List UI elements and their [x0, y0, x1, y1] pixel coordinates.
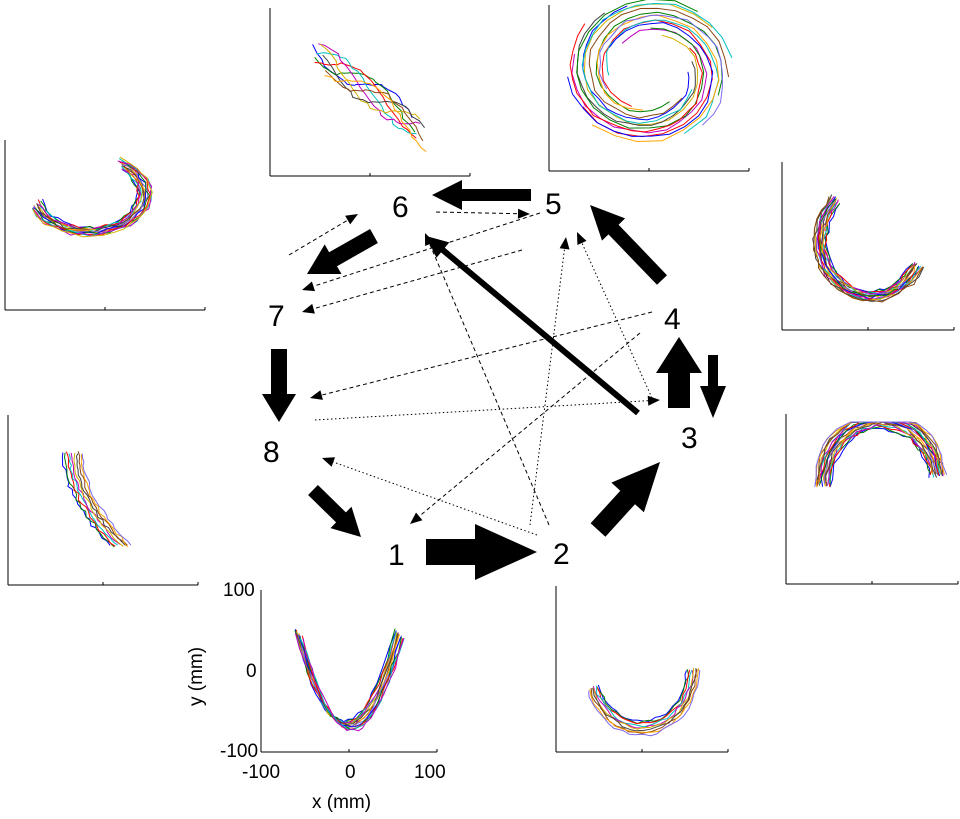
arrow-2-to-8-20 [322, 457, 538, 536]
state-4-label: 4 [664, 303, 681, 336]
arrow-3-to-4-2 [656, 337, 702, 408]
state-3-label: 3 [681, 422, 698, 455]
inset-state-8-left [7, 415, 199, 586]
inset-state-5-top-right [548, 0, 750, 172]
inset-state-5-top-right-trajectory [591, 14, 720, 143]
inset-state-2-bottom-right [555, 586, 729, 753]
x-axis-title: x (mm) [312, 792, 371, 813]
arrow-4-to-5-4 [590, 205, 667, 285]
inset-state-5-top-right-trajectory [598, 14, 724, 126]
inset-state-5-top-right-trajectory [569, 23, 703, 133]
inset-state-5-top-right-trajectory [595, 11, 723, 113]
inset-state-5-top-right-trajectory [576, 0, 705, 129]
inset-state-2-bottom-right-trajectory [588, 669, 701, 737]
inset-state-7-left-trajectory [32, 162, 152, 236]
arrow-5-to-6-5 [432, 180, 531, 210]
inset-state-3-right-trajectory [827, 423, 934, 486]
inset-state-7-left-trajectory [37, 163, 146, 234]
x-tick-100: 100 [414, 762, 446, 783]
state-6-label: 6 [392, 191, 409, 224]
state-1-label: 1 [388, 539, 405, 572]
inset-state-4-right-trajectory [825, 202, 914, 294]
arrow-6-to-7-6 [307, 229, 378, 274]
inset-state-4-right [781, 162, 955, 331]
inset-state-6-top-left-trajectory [324, 70, 424, 142]
arrow-3-to-6-9 [426, 236, 640, 416]
inset-state-2-bottom-right-trajectory [597, 670, 687, 722]
inset-state-6-top-left-trajectory [322, 54, 425, 129]
inset-state-5-top-right-trajectory [583, 3, 713, 126]
inset-state-6-top-left-trajectory [316, 52, 417, 135]
inset-state-2-bottom-right-trajectory [590, 669, 698, 734]
arrow-2-to-6-14 [425, 233, 550, 526]
inset-state-2-bottom-right-trajectory [596, 669, 690, 725]
inset-state-4-right-trajectory [813, 197, 924, 302]
state-2-label: 2 [553, 538, 570, 571]
state-8-label: 8 [263, 436, 280, 469]
inset-state-3-right-trajectory [828, 424, 933, 487]
arrow-2-to-3-1 [590, 462, 660, 537]
arrow-4-to-3-3 [700, 355, 726, 418]
inset-state-5-top-right-trajectory [571, 28, 708, 134]
x-tick-0: 0 [345, 762, 356, 783]
inset-state-6-top-left-trajectory [319, 43, 421, 120]
inset-state-8-left-trajectory [68, 453, 118, 546]
y-tick-neg100: -100 [220, 741, 258, 762]
inset-state-5-top-right-trajectory [581, 2, 733, 124]
inset-state-7-left-trajectory [32, 156, 153, 238]
arrow-2-to-5-15 [529, 237, 570, 526]
x-tick-neg100: -100 [242, 762, 280, 783]
arrow-7-to-8-7 [262, 349, 296, 422]
inset-state-6-top-left-trajectory [324, 75, 427, 153]
inset-state-8-left-trajectory [80, 453, 128, 548]
inset-state-8-left-trajectory [73, 452, 124, 547]
arrow-7-to-6-11 [288, 214, 358, 256]
inset-state-6-top-left-trajectory [314, 62, 417, 139]
trajectory-insets [4, 0, 959, 753]
inset-state-8-left-trajectory [63, 452, 115, 548]
state-5-label: 5 [545, 188, 562, 221]
labeled-inset-axis-text: -100 0 100 100 0 -100 x (mm) y (mm) [186, 580, 446, 813]
inset-state-2-bottom-right-trajectory [592, 670, 694, 729]
inset-state-3-right-trajectory [823, 421, 937, 484]
inset-state-1-labeled [260, 590, 438, 753]
arrow-5-to-7-12 [302, 212, 541, 292]
state-labels: 1 2 3 4 5 6 7 8 [263, 188, 698, 572]
arrow-1-to-2-0 [426, 524, 537, 580]
inset-state-4-right-trajectory [812, 196, 924, 303]
inset-state-6-top-left [269, 8, 471, 177]
inset-state-1-labeled-trajectory [299, 635, 402, 729]
inset-state-3-right-trajectory [814, 421, 948, 488]
inset-state-2-bottom-right-trajectory [589, 668, 700, 733]
inset-state-7-left [4, 140, 206, 311]
inset-state-3-right [785, 414, 959, 585]
arrow-3-to-1-19 [410, 332, 641, 524]
arrow-5-to-7-13 [302, 249, 523, 314]
inset-state-8-left-trajectory [65, 451, 116, 547]
inset-state-6-top-left-trajectory [314, 56, 416, 133]
arrow-8-to-1-8 [308, 485, 361, 537]
inset-state-8-left-trajectory [75, 453, 126, 546]
y-tick-100: 100 [223, 580, 255, 601]
arrow-8-to-4-18 [314, 395, 660, 421]
inset-state-1-labeled-trajectory [302, 637, 405, 732]
inset-state-7-left-trajectory [36, 168, 142, 232]
inset-state-5-top-right-trajectory [582, 5, 690, 121]
state-7-label: 7 [268, 300, 285, 333]
inset-state-8-left-trajectory [81, 453, 132, 546]
inset-state-5-top-right-trajectory [582, 19, 713, 138]
inset-state-5-top-right-trajectory [588, 7, 730, 119]
arrow-6-to-5-10 [435, 208, 530, 219]
inset-state-5-top-right-trajectory [567, 22, 714, 137]
y-axis-title: y (mm) [186, 647, 207, 706]
inset-state-8-left-trajectory [77, 451, 128, 546]
arrow-4-to-8-17 [310, 311, 653, 400]
transition-arrows [262, 180, 726, 580]
y-tick-0: 0 [246, 661, 257, 682]
